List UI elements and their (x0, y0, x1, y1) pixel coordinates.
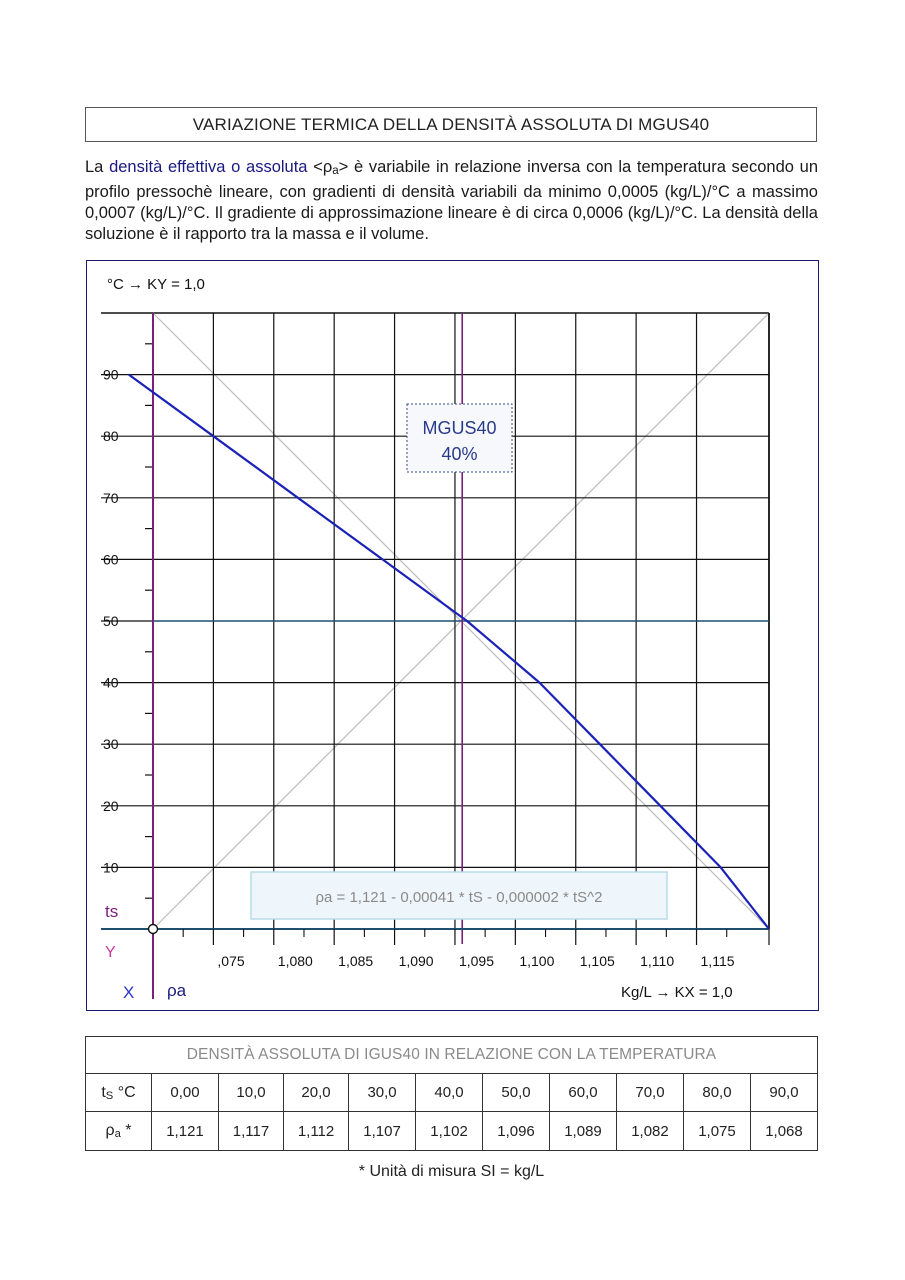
x-tick-label-bg (330, 949, 383, 971)
y-tick-label: 60 (103, 551, 119, 567)
x-tick-label-bg (511, 949, 564, 971)
x-tick-label: 1,110 (640, 953, 674, 969)
intro-rho-symbol: <ρ (313, 158, 333, 176)
y-tick-label: 70 (103, 490, 119, 506)
intro-text-1: La (85, 158, 104, 176)
temperature-cell: 0,00 (151, 1073, 219, 1112)
intro-rho-sub: a (332, 165, 339, 177)
x-tick-label: 1,080 (278, 953, 313, 969)
density-cell: 1,107 (348, 1111, 417, 1151)
density-cell: 1,117 (217, 1111, 285, 1151)
temperature-cell: 40,0 (415, 1073, 484, 1112)
temperature-cell: 10,0 (217, 1073, 285, 1112)
x-tick-label-bg (632, 949, 685, 971)
x-axis-header: Kg/L → KX = 1,0 (621, 984, 733, 1001)
x-axis-mark: X (123, 983, 134, 1002)
formula-text: ρa = 1,121 - 0,00041 * tS - 0,000002 * t… (315, 889, 602, 906)
density-cell: 1,068 (749, 1111, 819, 1151)
intro-highlight: densità effettiva o assoluta (109, 158, 308, 176)
x-tick-label-bg (269, 949, 322, 971)
temperature-cell: 50,0 (482, 1073, 550, 1112)
density-curve (128, 373, 770, 930)
y-tick-label: 80 (103, 428, 119, 444)
page-title: VARIAZIONE TERMICA DELLA DENSITÀ ASSOLUT… (85, 107, 817, 142)
x-tick-label: 1,100 (519, 953, 554, 969)
density-cell: 1,121 (151, 1111, 219, 1151)
row-head-density: ρa * (85, 1111, 152, 1151)
x-tick-label-bg (692, 949, 745, 971)
density-cell: 1,075 (682, 1111, 751, 1151)
density-chart: °C → KY = 1,0 10 20 30 40 50 60 70 80 90 ,075 1,080… (101, 276, 770, 1002)
chart-frame: °C → KY = 1,0 10 20 30 40 50 60 70 80 90 ,075 1,080… (86, 260, 819, 1011)
footnote: * Unità di misura SI = kg/L (358, 1163, 545, 1180)
table-row-density: ρa * 1,121 1,117 1,112 1,107 1,102 1,096 1,089… (85, 1111, 819, 1151)
y-tick-label: 30 (103, 736, 119, 752)
x-tick-label: 1,105 (580, 953, 615, 969)
series-label-percent: 40% (441, 444, 477, 464)
x-tick-label-bg (209, 949, 262, 971)
rho-axis-mark: ρa (167, 981, 187, 1000)
table-row-temperature: tS °C 0,00 10,0 20,0 30,0 40,0 50,0 60,0 70,0 80… (85, 1073, 819, 1112)
x-tick-label-bg (390, 949, 443, 971)
formula-box (250, 871, 668, 920)
intro-paragraph: La densità effettiva o assoluta <ρa> è v… (85, 157, 818, 245)
y-tick-label: 10 (103, 859, 119, 875)
y-tick-label: 20 (103, 798, 119, 814)
temperature-cell: 60,0 (549, 1073, 617, 1112)
density-cell: 1,112 (283, 1111, 350, 1151)
origin-marker (147, 923, 159, 935)
row-head-temperature: tS °C (85, 1073, 152, 1112)
x-tick-label-bg (450, 949, 503, 971)
x-tick-label: 1,115 (701, 953, 735, 969)
density-table: DENSITÀ ASSOLUTA DI IGUS40 IN RELAZIONE … (85, 1036, 819, 1151)
y-axis-header: °C → KY = 1,0 (107, 276, 205, 293)
temperature-cell: 90,0 (749, 1073, 819, 1112)
series-label-box (406, 403, 513, 473)
density-cell: 1,096 (482, 1111, 550, 1151)
temperature-cell: 70,0 (615, 1073, 684, 1112)
density-cell: 1,082 (615, 1111, 684, 1151)
y-tick-label: 90 (103, 367, 119, 383)
y-tick-label: 50 (103, 613, 119, 629)
density-cell: 1,102 (415, 1111, 484, 1151)
y-tick-label: 40 (103, 675, 119, 691)
x-tick-label: 1,090 (399, 953, 434, 969)
x-tick-label-bg (571, 949, 624, 971)
ts-axis-mark: ts (105, 902, 118, 921)
x-tick-label: 1,085 (338, 953, 373, 969)
y-axis-mark: Y (105, 944, 116, 961)
temperature-cell: 30,0 (348, 1073, 417, 1112)
series-label-name: MGUS40 (422, 418, 496, 438)
table-caption: DENSITÀ ASSOLUTA DI IGUS40 IN RELAZIONE … (85, 1036, 818, 1074)
x-tick-label: 1,095 (459, 953, 494, 969)
density-cell: 1,089 (549, 1111, 617, 1151)
intro-text-2: > è variabile in relazione inversa con l… (85, 158, 818, 243)
x-tick-label: ,075 (217, 953, 244, 969)
temperature-cell: 20,0 (283, 1073, 350, 1112)
temperature-cell: 80,0 (682, 1073, 751, 1112)
